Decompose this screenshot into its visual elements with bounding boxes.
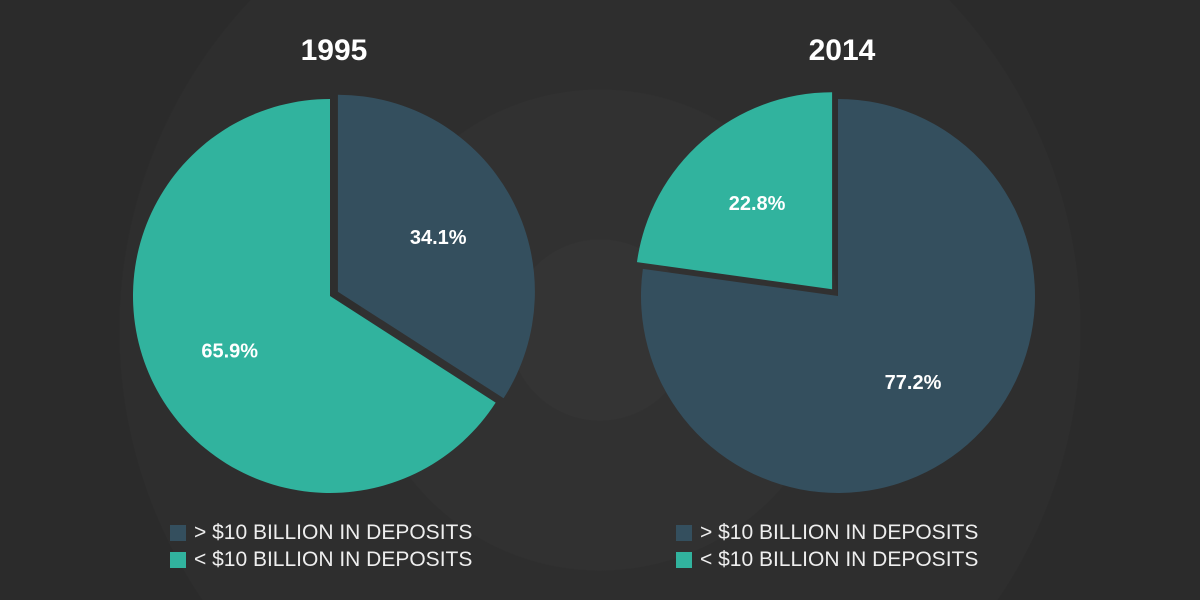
legend-label: < $10 BILLION IN DEPOSITS: [700, 548, 979, 571]
legend-item: > $10 BILLION IN DEPOSITS: [170, 519, 472, 546]
chart-title: 1995: [301, 34, 368, 67]
pie-slice-1995-0: [337, 94, 535, 399]
legend-2014: > $10 BILLION IN DEPOSITS < $10 BILLION I…: [676, 519, 978, 573]
slice-label: 22.8%: [729, 193, 786, 215]
legend-label: > $10 BILLION IN DEPOSITS: [700, 521, 979, 544]
pie-slice-2014-1: [636, 92, 833, 290]
legend-swatch: [676, 524, 692, 541]
legend-swatch: [676, 551, 692, 568]
legend-label: > $10 BILLION IN DEPOSITS: [194, 521, 473, 544]
slice-label: 65.9%: [201, 341, 258, 363]
legend-swatch: [170, 524, 186, 541]
pie-slice-2014-0: [640, 99, 1035, 493]
legend-item: < $10 BILLION IN DEPOSITS: [170, 546, 472, 573]
chart-title: 2014: [809, 34, 876, 67]
pie-slice-1995-1: [132, 99, 496, 494]
legend-label: < $10 BILLION IN DEPOSITS: [194, 548, 473, 571]
legend-1995: > $10 BILLION IN DEPOSITS < $10 BILLION I…: [170, 519, 472, 573]
legend-item: > $10 BILLION IN DEPOSITS: [676, 519, 978, 546]
legend-item: < $10 BILLION IN DEPOSITS: [676, 546, 978, 573]
slice-label: 77.2%: [885, 372, 942, 394]
slice-label: 34.1%: [410, 227, 467, 249]
legend-swatch: [170, 551, 186, 568]
